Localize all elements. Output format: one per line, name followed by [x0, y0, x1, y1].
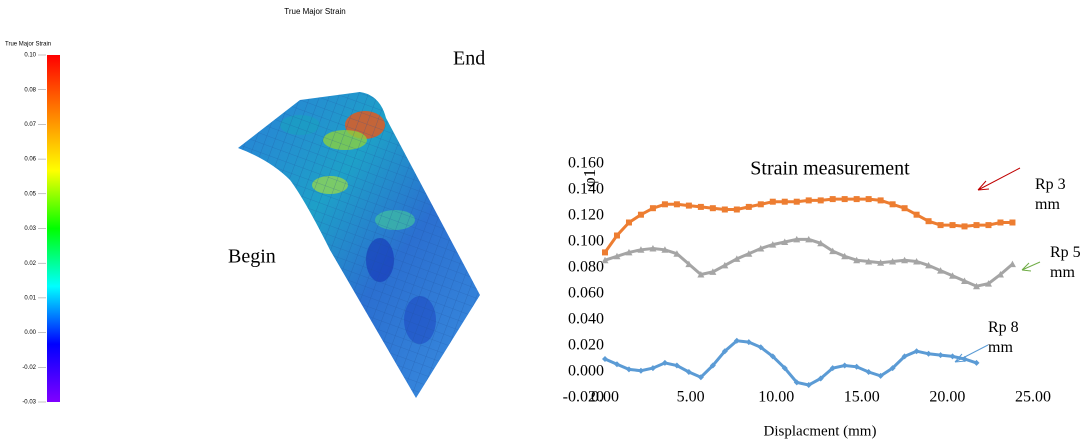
- chart-title: Strain measurement: [750, 158, 910, 180]
- marker: [974, 222, 980, 228]
- marker: [794, 199, 800, 205]
- series-label: Rp 8 mm: [988, 318, 1034, 358]
- marker: [614, 233, 620, 239]
- colorbar: [47, 55, 60, 402]
- marker: [710, 205, 716, 211]
- y-tick-label: 0.000: [568, 363, 604, 380]
- y-tick-label: 0.040: [568, 311, 604, 328]
- figure-title: True Major Strain: [284, 7, 346, 16]
- marker: [830, 196, 836, 202]
- marker: [746, 204, 752, 210]
- x-tick-label: 10.00: [758, 389, 794, 406]
- marker: [926, 218, 932, 224]
- x-tick-label: 25.00: [1015, 389, 1051, 406]
- marker: [602, 249, 608, 255]
- y-tick-label: 0.120: [568, 207, 604, 224]
- marker: [890, 201, 896, 207]
- series: [602, 236, 1016, 289]
- colorbar-label: 0.08: [24, 87, 36, 93]
- series: [602, 196, 1015, 255]
- series-line: [605, 341, 977, 385]
- x-axis-label: Displacment (mm): [764, 423, 877, 439]
- marker: [866, 196, 872, 202]
- colorbar-label: -0.02: [22, 365, 36, 371]
- marker: [722, 207, 728, 213]
- marker: [1009, 220, 1015, 226]
- chart: True Major Strain Begin End True Major S…: [0, 0, 1092, 448]
- marker: [638, 368, 644, 374]
- colorbar-title: True Major Strain: [5, 42, 51, 48]
- colorbar-label: 0.10: [24, 53, 36, 59]
- marker: [686, 203, 692, 209]
- x-tick-label: 15.00: [844, 389, 880, 406]
- series-line: [605, 239, 1012, 286]
- y-tick-label: 0.140: [568, 181, 604, 198]
- marker: [758, 201, 764, 207]
- marker: [962, 223, 968, 229]
- marker: [938, 222, 944, 228]
- marker: [997, 220, 1003, 226]
- y-tick-label: 0.020: [568, 337, 604, 354]
- x-tick-label: 20.00: [929, 389, 965, 406]
- colorbar-label: 0.05: [24, 191, 36, 197]
- marker: [854, 196, 860, 202]
- colorbar-label: 0.03: [24, 226, 36, 232]
- marker: [985, 222, 991, 228]
- marker: [674, 201, 680, 207]
- marker: [938, 352, 944, 358]
- series-label: Rp 3 mm: [1035, 175, 1081, 215]
- marker: [914, 212, 920, 218]
- y-tick-label: 0.080: [568, 259, 604, 276]
- marker: [770, 199, 776, 205]
- colorbar-label: 0.00: [24, 330, 36, 336]
- figure: True Major Strain Begin End True Major S…: [0, 0, 1092, 448]
- series: [602, 338, 980, 388]
- colorbar-label: 0.02: [24, 261, 36, 267]
- y-tick-label: 0.160: [568, 155, 604, 172]
- begin-label: Begin: [228, 246, 276, 268]
- y-tick-label: 0.060: [568, 285, 604, 302]
- colorbar-label: 0.06: [24, 157, 36, 163]
- y-tick-label: 0.100: [568, 233, 604, 250]
- colorbar-label: -0.03: [22, 400, 36, 406]
- marker: [842, 363, 848, 369]
- marker: [698, 204, 704, 210]
- marker: [926, 351, 932, 357]
- marker: [878, 197, 884, 203]
- marker: [782, 199, 788, 205]
- x-tick-label: 5.00: [677, 389, 705, 406]
- marker: [902, 205, 908, 211]
- marker: [818, 197, 824, 203]
- marker: [638, 212, 644, 218]
- x-tick-label: 0.00: [591, 389, 619, 406]
- marker: [806, 197, 812, 203]
- colorbar-label: 0.01: [24, 295, 36, 301]
- end-label: End: [453, 48, 485, 70]
- marker: [950, 222, 956, 228]
- series-label: Rp 5 mm: [1050, 243, 1092, 283]
- marker: [662, 201, 668, 207]
- marker: [626, 220, 632, 226]
- colorbar-label: 0.07: [24, 122, 36, 128]
- marker: [842, 196, 848, 202]
- marker: [650, 205, 656, 211]
- marker: [734, 207, 740, 213]
- marker: [1009, 261, 1016, 268]
- marker: [950, 353, 956, 359]
